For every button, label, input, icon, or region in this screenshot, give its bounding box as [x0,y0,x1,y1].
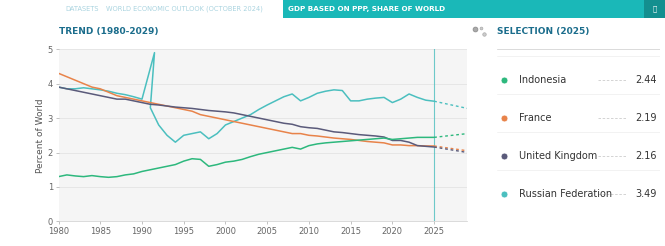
Text: GDP BASED ON PPP, SHARE OF WORLD: GDP BASED ON PPP, SHARE OF WORLD [288,6,445,12]
Text: WORLD ECONOMIC OUTLOOK (OCTOBER 2024): WORLD ECONOMIC OUTLOOK (OCTOBER 2024) [106,6,263,12]
Text: France: France [519,113,551,123]
Text: 2.16: 2.16 [635,151,656,161]
Text: Indonesia: Indonesia [519,75,566,85]
Bar [283,0,645,18]
Bar [644,0,665,18]
Text: 2025: 2025 [424,34,444,43]
Text: Russian Federation: Russian Federation [519,189,612,199]
Text: United Kingdom: United Kingdom [519,151,597,161]
Text: SELECTION (2025): SELECTION (2025) [497,27,590,36]
Y-axis label: Percent of World: Percent of World [36,98,45,173]
Text: ⌕: ⌕ [652,6,656,12]
Text: 2.19: 2.19 [635,113,656,123]
Text: TREND (1980-2029): TREND (1980-2029) [59,27,158,36]
Text: DATASETS: DATASETS [65,6,98,12]
Text: IMF DATAMAPPER: IMF DATAMAPPER [5,6,77,12]
Text: 2.44: 2.44 [635,75,656,85]
Text: 3.49: 3.49 [635,189,656,199]
